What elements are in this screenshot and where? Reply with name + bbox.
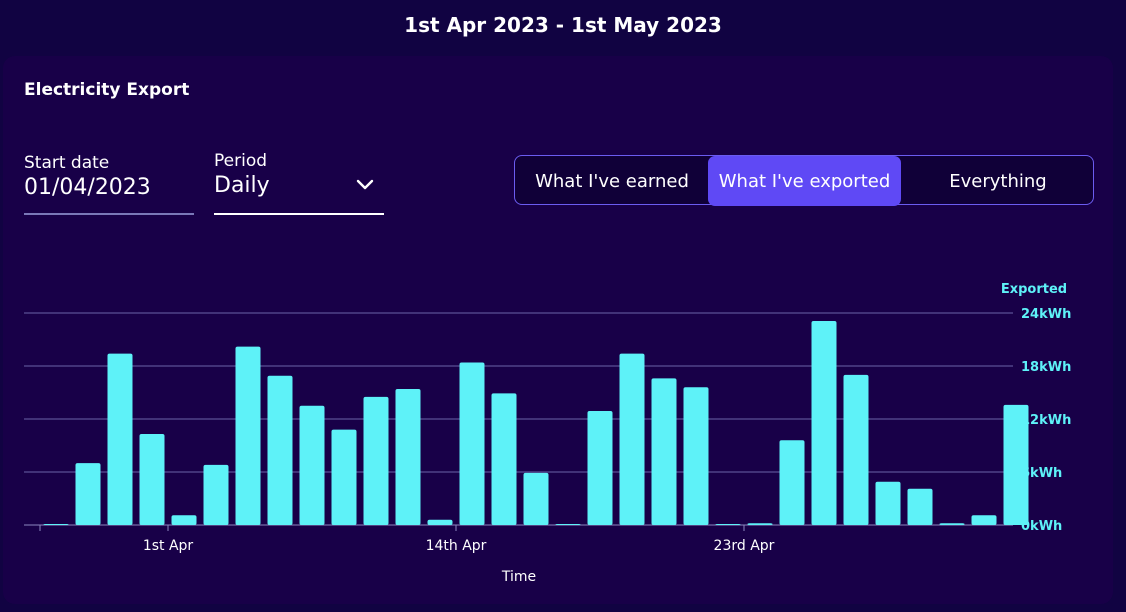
- chevron-down-icon[interactable]: [356, 179, 374, 191]
- bar[interactable]: [395, 388, 421, 525]
- y-tick-label: 24kWh: [1021, 307, 1071, 322]
- x-tick-label: 23rd Apr: [714, 538, 775, 554]
- bar[interactable]: [971, 515, 997, 525]
- bar[interactable]: [715, 524, 741, 525]
- bar[interactable]: [779, 440, 805, 525]
- bar[interactable]: [587, 411, 613, 525]
- bar[interactable]: [747, 523, 773, 525]
- period-value[interactable]: Daily: [214, 173, 270, 198]
- bar[interactable]: [843, 374, 869, 525]
- bar[interactable]: [107, 353, 133, 525]
- bars: [43, 320, 1029, 525]
- y-tick-label: 12kWh: [1021, 413, 1071, 428]
- y-tick-label: 18kWh: [1021, 360, 1071, 375]
- bar[interactable]: [1003, 404, 1029, 525]
- bar[interactable]: [235, 346, 261, 525]
- date-range-text: 1st Apr 2023 - 1st May 2023: [404, 13, 722, 37]
- bar[interactable]: [619, 353, 645, 525]
- bar[interactable]: [427, 519, 453, 525]
- toggle-what-ive-exported[interactable]: What I've exported: [708, 156, 901, 206]
- y-axis-title: Exported: [1001, 282, 1067, 297]
- period-select[interactable]: Period Daily: [214, 151, 384, 215]
- bar[interactable]: [43, 524, 69, 525]
- toggle-what-ive-earned[interactable]: What I've earned: [535, 170, 689, 192]
- axes: 0kWh 6kWh 12kWh 18kWh 24kWh 1st Apr 14th Apr 23…: [39, 307, 1071, 554]
- bar[interactable]: [459, 362, 485, 525]
- bar[interactable]: [651, 378, 677, 525]
- bar[interactable]: [907, 488, 933, 525]
- x-tick-label: 1st Apr: [143, 538, 194, 554]
- bar[interactable]: [75, 463, 101, 525]
- bar[interactable]: [811, 320, 837, 525]
- bar[interactable]: [203, 464, 229, 525]
- bar[interactable]: [267, 375, 293, 525]
- y-tick-label: 0kWh: [1021, 519, 1062, 534]
- bar[interactable]: [171, 515, 197, 525]
- y-tick-label: 6kWh: [1021, 466, 1062, 481]
- period-label: Period: [214, 151, 268, 171]
- bar[interactable]: [555, 524, 581, 525]
- x-tick-label: 14th Apr: [426, 538, 487, 554]
- bar[interactable]: [491, 393, 517, 525]
- x-axis-title: Time: [501, 569, 536, 585]
- card-title: Electricity Export: [24, 80, 190, 100]
- bar[interactable]: [683, 387, 709, 525]
- start-date-field[interactable]: Start date 01/04/2023: [24, 153, 194, 215]
- bar[interactable]: [939, 523, 965, 525]
- toggle-everything[interactable]: Everything: [949, 170, 1047, 192]
- start-date-value[interactable]: 01/04/2023: [24, 175, 151, 200]
- bar[interactable]: [875, 481, 901, 525]
- date-range-header: 1st Apr 2023 - 1st May 2023: [0, 0, 1126, 50]
- bar[interactable]: [331, 429, 357, 525]
- bar[interactable]: [523, 472, 549, 525]
- start-date-label: Start date: [24, 153, 110, 173]
- view-toggle-group: What I've earned What I've exported Ever…: [514, 155, 1094, 206]
- bar[interactable]: [363, 396, 389, 525]
- bar[interactable]: [139, 434, 165, 525]
- bar[interactable]: [299, 405, 325, 525]
